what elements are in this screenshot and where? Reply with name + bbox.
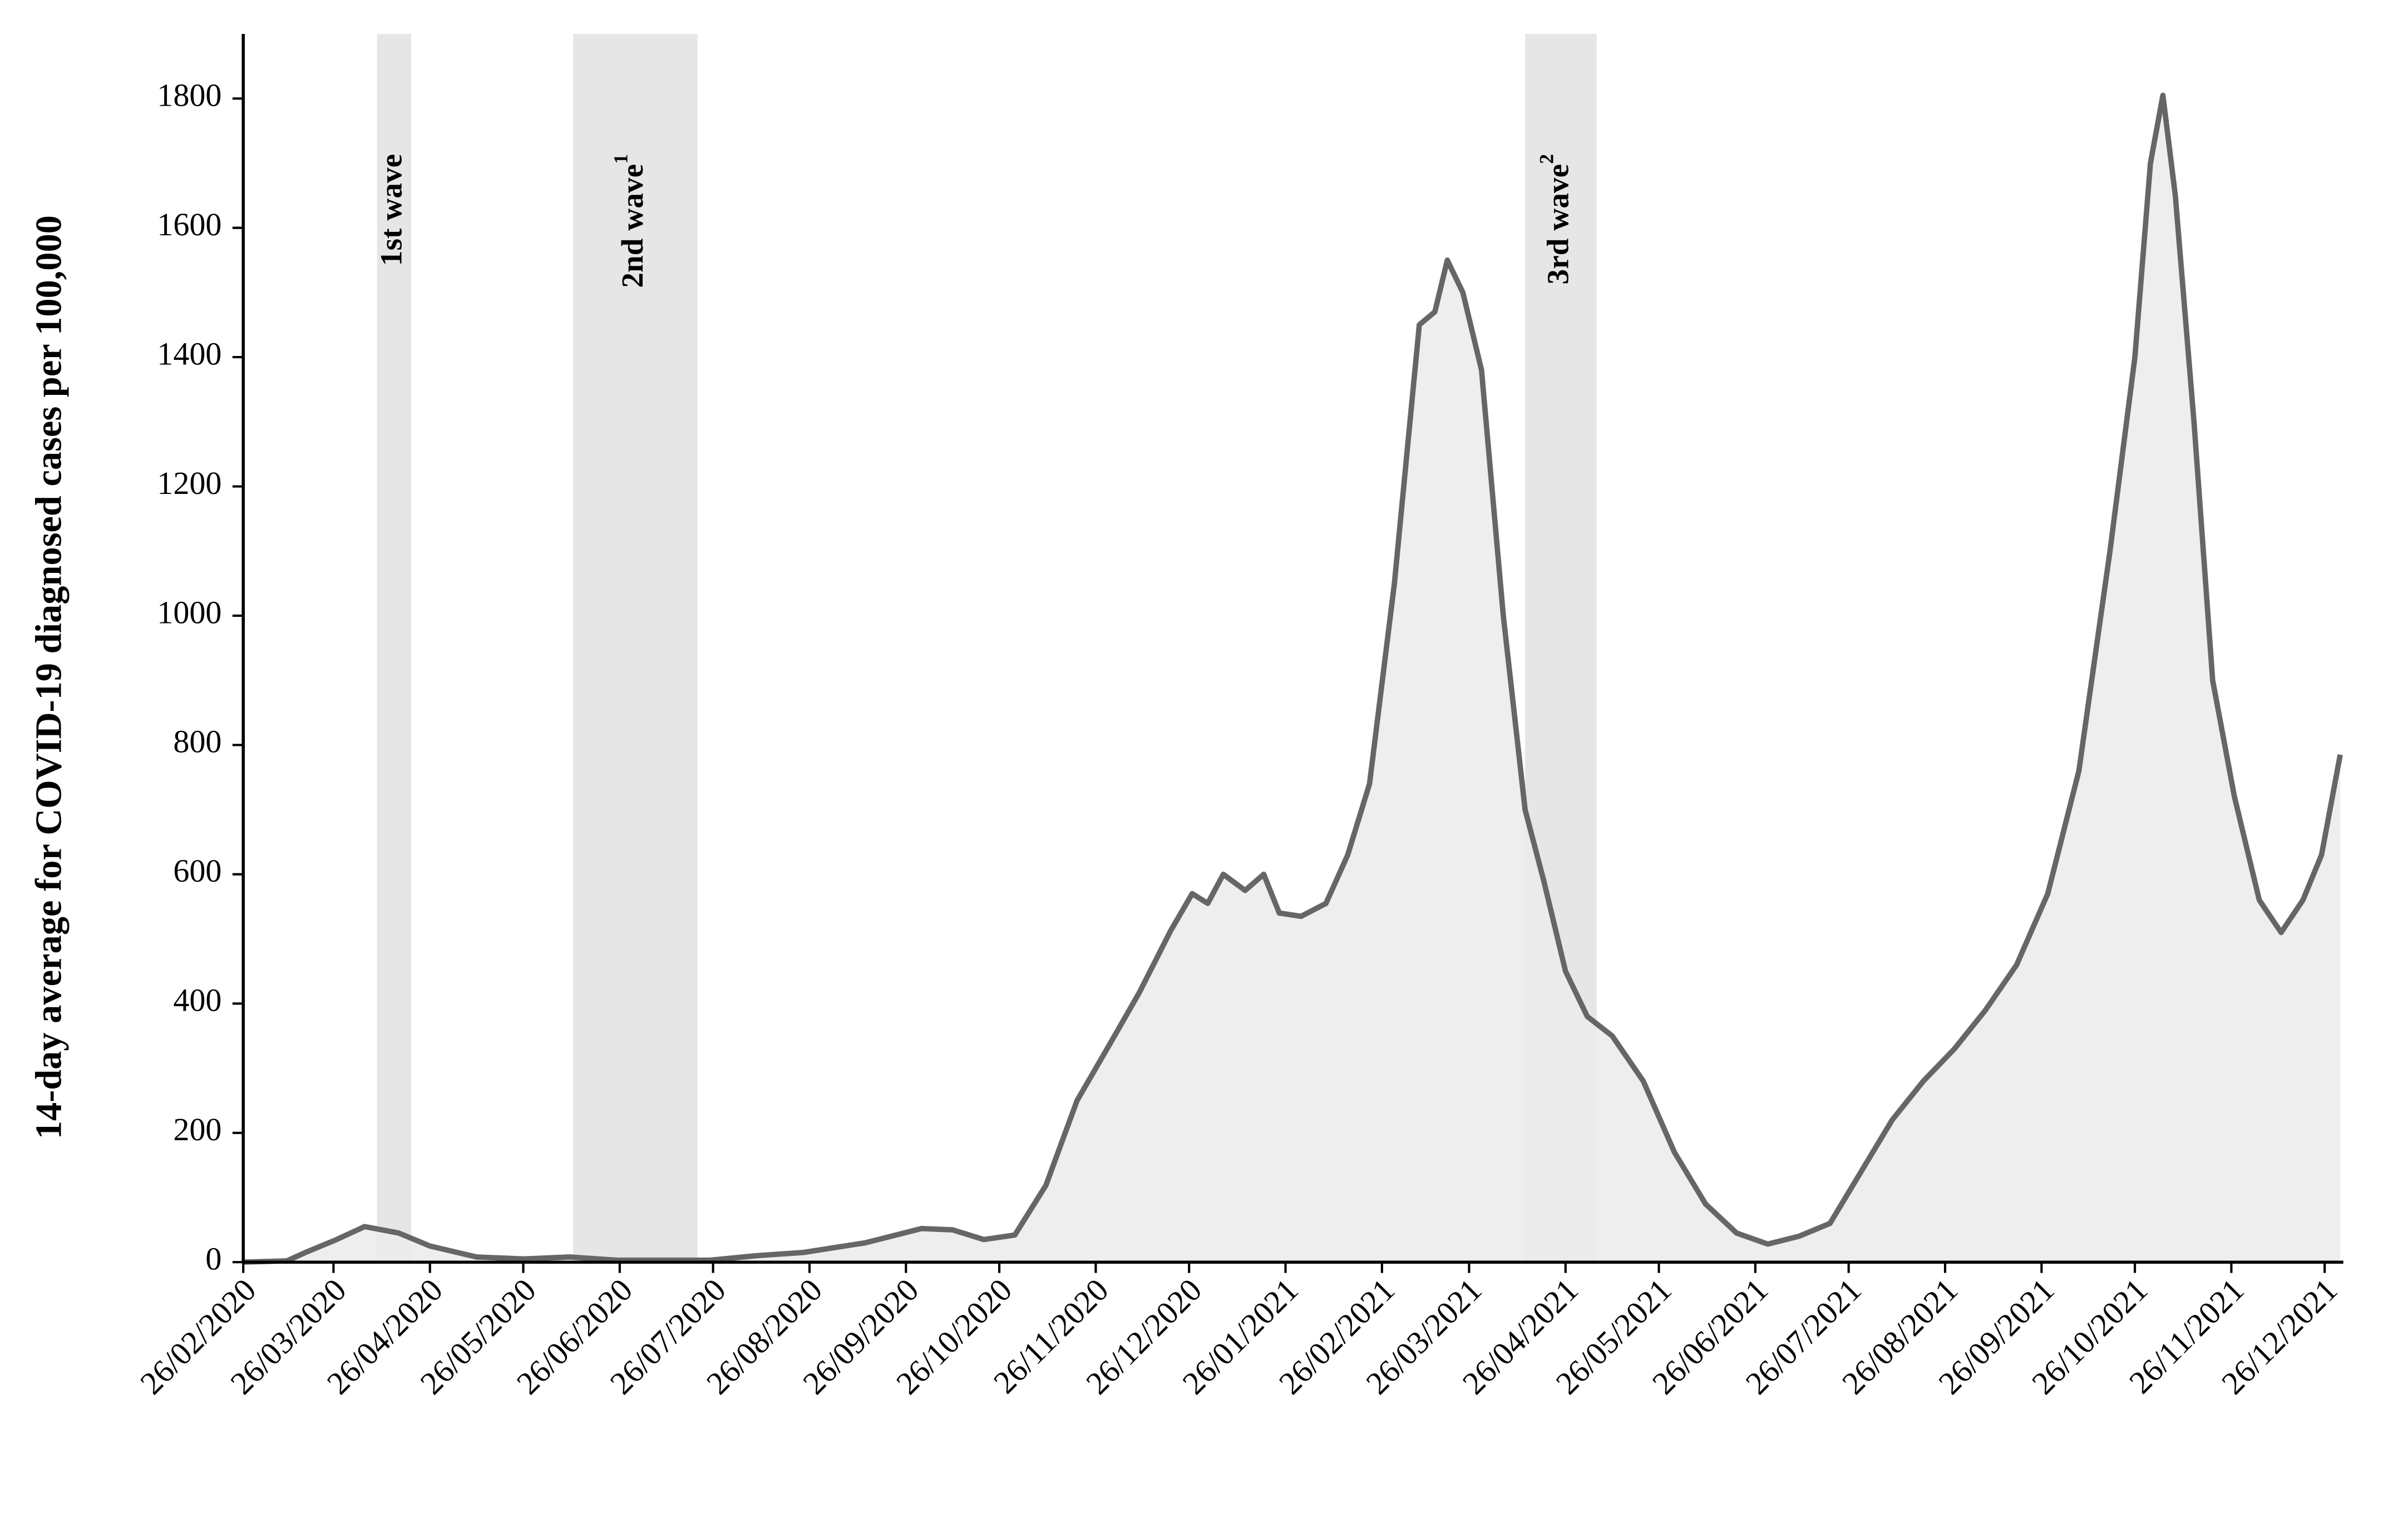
wave-label: 1st wave [374, 154, 408, 266]
y-tick-label: 1400 [157, 335, 221, 372]
wave-band [573, 33, 698, 1263]
area-fill [243, 95, 2341, 1263]
y-tick-label: 200 [173, 1111, 221, 1147]
y-tick-label: 1200 [157, 465, 221, 501]
wave-band [377, 33, 412, 1263]
y-tick-label: 1800 [157, 77, 221, 113]
y-tick-label: 400 [173, 982, 221, 1018]
y-axis-title: 14-day average for COVID-19 diagnosed ca… [28, 215, 69, 1139]
y-tick-label: 1000 [157, 594, 221, 630]
line [243, 92, 2343, 1265]
y-tick-label: 0 [205, 1241, 221, 1277]
wave-label: 3rd wave2 [1536, 154, 1575, 285]
wave-label-text: 2nd wave [615, 164, 649, 288]
y-tick-label: 800 [173, 724, 221, 760]
wave-label-text: 3rd wave [1541, 164, 1575, 285]
y-tick-label: 1600 [157, 206, 221, 243]
y-tick-label: 600 [173, 853, 221, 889]
wave-label-text: 1st wave [374, 154, 408, 266]
wave-label-sup: 1 [610, 154, 632, 164]
wave-label: 2nd wave1 [610, 154, 649, 288]
wave-label-sup: 2 [1536, 154, 1558, 164]
